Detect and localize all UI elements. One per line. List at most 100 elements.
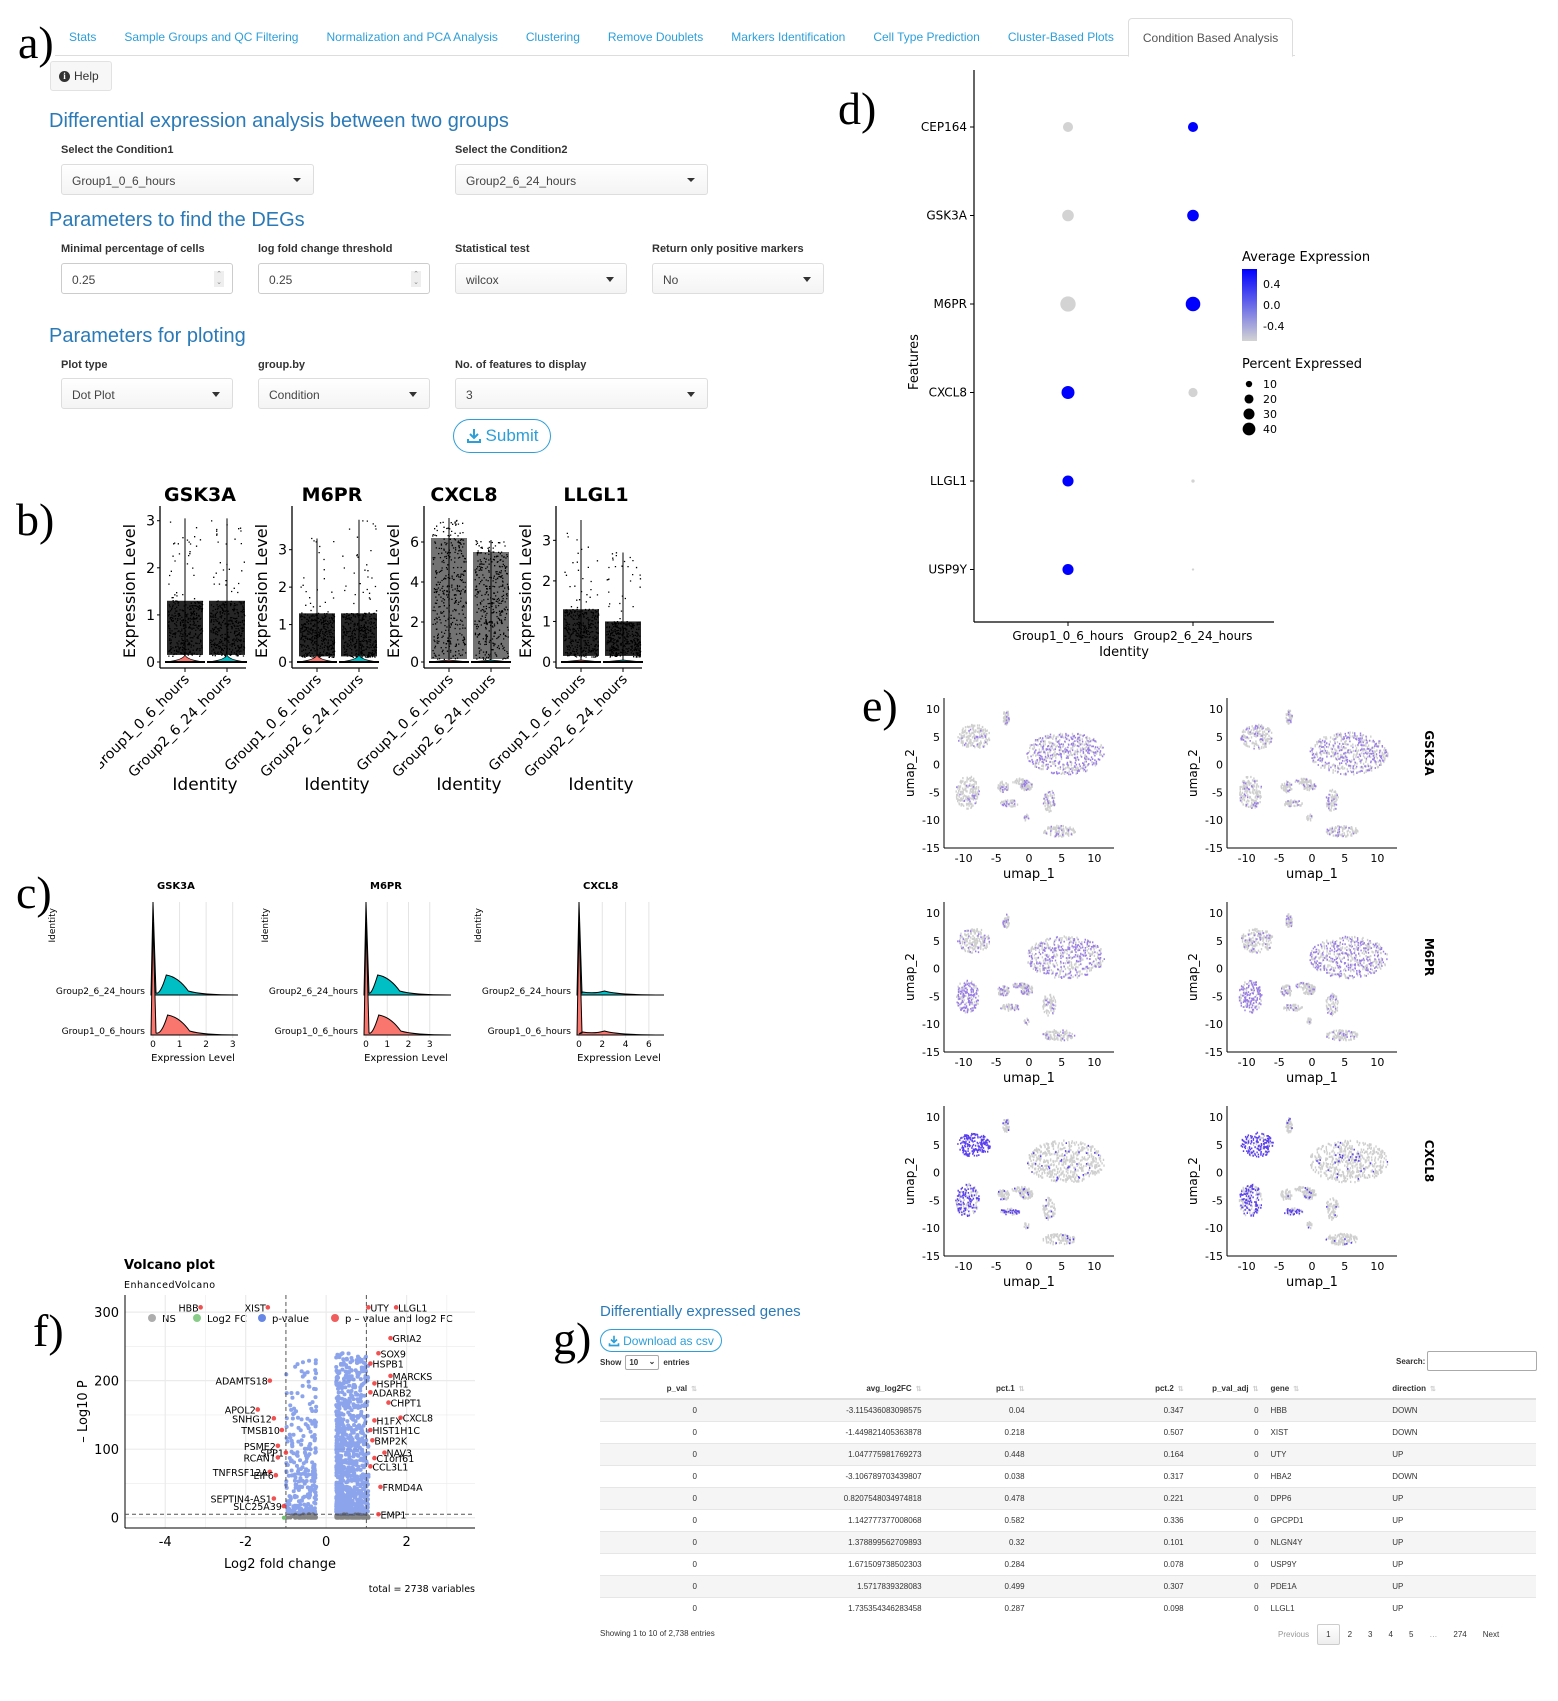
dot-cep164-0	[1062, 121, 1074, 133]
table-row[interactable]: 0 1.671509738502303 0.284 0.078 0 USP9Y UP	[600, 1552, 1536, 1575]
column-header-pct-2[interactable]: pct.2 ⇅	[1030, 1378, 1190, 1400]
download-icon	[608, 1335, 620, 1346]
table-row[interactable]: 0 -1.449821405363878 0.218 0.507 0 XIST DOWN	[600, 1420, 1536, 1443]
tab-sample-groups-qc[interactable]: Sample Groups and QC Filtering	[124, 30, 299, 44]
point-gene-cxcl8	[398, 1415, 403, 1420]
column-header-p-val-adj[interactable]: p_val_adj ⇅	[1189, 1378, 1265, 1400]
gene-label: LLGL1	[398, 1303, 427, 1314]
umap-feature-plots: 10 5 0 -5 -10 -15 -10 -5 0 5 10 umap_1 umap_2 10 5 0 -5 -…	[903, 698, 1436, 1290]
cell-direction: UP	[1386, 1486, 1536, 1509]
x-axis-title: Log2 fold change	[224, 1557, 336, 1572]
table-row[interactable]: 0 -3.106789703439807 0.038 0.317 0 HBA2 DOWN	[600, 1464, 1536, 1487]
size-legend-dot	[1243, 408, 1255, 420]
table-row[interactable]: 0 0.8207548034974818 0.478 0.221 0 DPP6 UP	[600, 1486, 1536, 1509]
column-header-p-val[interactable]: p_val ⇅	[600, 1378, 703, 1400]
x-axis-title: umap_1	[1003, 867, 1055, 882]
size-legend-dot	[1245, 380, 1253, 388]
y-tick-label: 5	[933, 1139, 940, 1152]
caret-down-icon	[803, 277, 811, 282]
column-header-gene[interactable]: gene ⇅	[1264, 1378, 1387, 1400]
n-features-select[interactable]: 3	[455, 378, 708, 409]
page-button[interactable]: 4	[1388, 1630, 1393, 1639]
legend-label: p-value	[272, 1314, 309, 1325]
point-gene-c1orf61	[372, 1455, 377, 1461]
next-page-button[interactable]: Next	[1482, 1630, 1500, 1639]
tab-stats[interactable]: Stats	[69, 30, 97, 44]
x-tick-label: 2	[406, 1040, 412, 1050]
y-tick-label: 1	[542, 614, 551, 630]
ridge-plots: GSK3A Identity 0 1 2 3 Expression Level Group2_…	[48, 881, 665, 1064]
y-tick-label: 2	[278, 580, 287, 596]
cell-p-val: 0	[600, 1398, 703, 1421]
table-row[interactable]: 0 -3.115436083098575 0.04 0.347 0 HBB DOWN	[600, 1398, 1536, 1421]
caret-down-icon	[606, 277, 614, 282]
x-tick-label: 3	[427, 1040, 433, 1050]
violin-shape	[164, 653, 206, 663]
tab-remove-doublets[interactable]: Remove Doublets	[607, 30, 704, 44]
cell-p-val: 0	[600, 1486, 703, 1509]
download-csv-button[interactable]: Download as csv	[600, 1329, 722, 1352]
help-button[interactable]: i Help	[50, 61, 112, 91]
previous-page-button[interactable]: Previous	[1278, 1630, 1310, 1639]
x-tick-label: -10	[1238, 852, 1256, 865]
y-tick-label: -15	[922, 842, 940, 855]
tab-markers-identification[interactable]: Markers Identification	[731, 30, 846, 44]
tab-cell-type-prediction[interactable]: Cell Type Prediction	[873, 30, 980, 44]
spinner-icon[interactable]: ⌃ ⌄	[411, 271, 421, 287]
point-gene-hist1h1c	[368, 1427, 373, 1433]
umap-row-label: M6PR	[1422, 938, 1436, 976]
condition2-select[interactable]: Group2_6_24_hours	[455, 164, 708, 195]
point-gene-emp1	[376, 1511, 381, 1517]
condition2-value: Group2_6_24_hours	[466, 174, 577, 188]
umap-gsk3a-group2: 10 5 0 -5 -10 -15 -10 -5 0 5 10 umap_1 umap_2 GSK3A	[1186, 698, 1436, 882]
tab-clustering[interactable]: Clustering	[525, 30, 580, 44]
table-row[interactable]: 0 1.735354346283458 0.287 0.098 0 LLGL1 UP	[600, 1596, 1536, 1619]
size-legend-label: 40	[1263, 423, 1277, 436]
point-gene-llgl1	[393, 1305, 399, 1310]
tab-condition-based-analysis[interactable]: Condition Based Analysis	[1127, 18, 1294, 57]
y-axis-title: Features	[907, 334, 922, 390]
page-length-select[interactable]: 10 ⌄	[625, 1355, 660, 1370]
table-row[interactable]: 0 1.047775981769273 0.448 0.164 0 UTY UP	[600, 1442, 1536, 1465]
column-header-pct-1[interactable]: pct.1 ⇅	[927, 1378, 1031, 1400]
page-button[interactable]: 2	[1347, 1630, 1353, 1639]
page-button[interactable]: 1	[1317, 1624, 1340, 1645]
gene-label: FRMD4A	[382, 1483, 423, 1494]
only-pos-select[interactable]: No	[652, 263, 824, 294]
plot-type-select[interactable]: Dot Plot	[61, 378, 233, 409]
x-tick-label: 2	[402, 1535, 410, 1550]
x-axis-title: umap_1	[1286, 1275, 1338, 1290]
y-tick-label: 5	[1216, 935, 1223, 948]
page-button[interactable]: 5	[1408, 1630, 1414, 1639]
x-tick-label: 0	[1309, 1260, 1316, 1273]
table-row[interactable]: 0 1.378899562709893 0.32 0.101 0 NLGN4Y UP	[600, 1530, 1536, 1553]
y-axis-title: umap_2	[1186, 749, 1200, 797]
cell-pct-2: 0.221	[1030, 1486, 1190, 1509]
violin-panel-title: GSK3A	[164, 484, 236, 506]
search-input[interactable]	[1427, 1351, 1538, 1371]
page-button[interactable]: 3	[1368, 1630, 1373, 1639]
y-axis-title: umap_2	[903, 1157, 917, 1205]
section-title-de: Differential expression analysis between…	[49, 110, 509, 132]
logfc-input[interactable]: 0.25 ⌃ ⌄	[258, 263, 430, 294]
table-row[interactable]: 0 1.142777377008068 0.582 0.336 0 GPCPD1 UP	[600, 1508, 1536, 1531]
point-gene-eif6	[273, 1472, 279, 1478]
column-header-avg-log2fc[interactable]: avg_log2FC ⇅	[702, 1378, 928, 1400]
column-header-direction[interactable]: direction ⇅	[1386, 1378, 1536, 1400]
test-select[interactable]: wilcox	[455, 263, 627, 294]
group-by-value: Condition	[269, 388, 320, 402]
condition1-select[interactable]: Group1_0_6_hours	[61, 164, 314, 195]
cell-direction: UP	[1386, 1596, 1536, 1619]
panel-label-b: b)	[16, 494, 55, 545]
tab-cluster-based-plots[interactable]: Cluster-Based Plots	[1007, 30, 1114, 44]
violin-group1_0_6_hours	[164, 518, 206, 663]
cell-pct-2: 0.078	[1030, 1552, 1190, 1575]
submit-button[interactable]: Submit	[453, 419, 551, 453]
group-by-select[interactable]: Condition	[258, 378, 430, 409]
tab-normalization-pca[interactable]: Normalization and PCA Analysis	[326, 30, 498, 44]
table-row[interactable]: 0 1.5717839328083 0.499 0.307 0 PDE1A UP	[600, 1574, 1536, 1597]
cell-p-val-adj: 0	[1189, 1552, 1265, 1575]
min-pct-input[interactable]: 0.25 ⌃ ⌄	[61, 263, 233, 294]
page-button[interactable]: 274	[1453, 1630, 1467, 1639]
spinner-icon[interactable]: ⌃ ⌄	[214, 271, 224, 287]
